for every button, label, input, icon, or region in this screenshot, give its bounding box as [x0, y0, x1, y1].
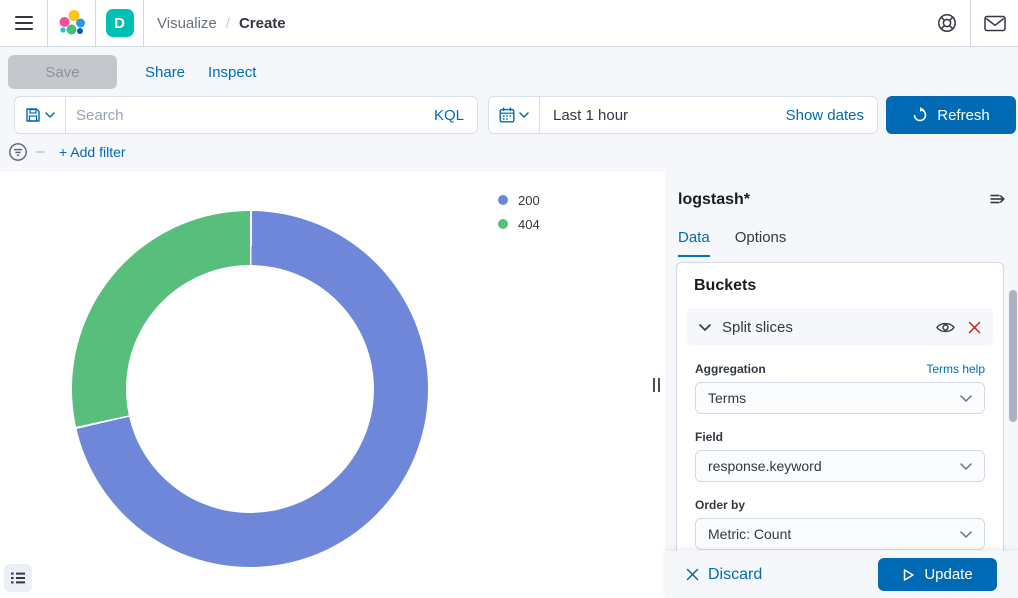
split-slices-accordion[interactable]: Split slices — [687, 308, 993, 346]
legend-toggle-button[interactable] — [4, 564, 32, 592]
editor-footer: Discard Update — [665, 551, 1018, 598]
header-divider — [143, 0, 144, 46]
help-icon — [937, 14, 956, 32]
inspect-button[interactable]: Inspect — [208, 63, 257, 81]
space-badge: D — [105, 9, 134, 37]
calendar-icon — [499, 107, 515, 123]
aggregation-value: Terms — [708, 390, 747, 406]
elastic-home-button[interactable] — [48, 0, 95, 46]
query-bar: KQL Last 1 hour Show dates — [14, 96, 1016, 134]
chart-legend: 200 404 — [498, 188, 540, 236]
toolbar: Save Share Inspect — [8, 55, 256, 89]
panel-scrollbar-thumb[interactable] — [1009, 290, 1017, 422]
aggregation-label: Aggregation — [695, 362, 766, 376]
menu-icon — [14, 16, 33, 30]
search-input[interactable] — [66, 106, 434, 124]
donut-hole — [126, 265, 374, 513]
tab-data[interactable]: Data — [678, 229, 710, 257]
collapse-panel-button[interactable] — [989, 192, 1007, 206]
refresh-label: Refresh — [937, 106, 990, 124]
sub-header: Save Share Inspect KQL — [0, 47, 1018, 172]
time-picker-group: Last 1 hour Show dates — [488, 96, 878, 134]
time-range-display[interactable]: Last 1 hour — [553, 106, 629, 124]
order-by-select[interactable]: Metric: Count — [695, 518, 985, 550]
update-button[interactable]: Update — [878, 558, 997, 591]
field-value: response.keyword — [708, 458, 822, 474]
help-button[interactable] — [923, 0, 970, 46]
elastic-logo — [59, 10, 85, 35]
breadcrumb-visualize[interactable]: Visualize — [157, 14, 217, 32]
mail-icon — [983, 15, 1006, 31]
save-query-icon — [26, 108, 40, 122]
search-bar-group: KQL — [14, 96, 478, 134]
update-label: Update — [924, 566, 973, 583]
order-by-value: Metric: Count — [708, 526, 792, 542]
aggregation-select[interactable]: Terms — [695, 382, 985, 414]
refresh-icon — [913, 107, 927, 122]
field-field-group: Field response.keyword — [695, 430, 985, 482]
top-header: D Visualize / Create — [0, 0, 1018, 47]
legend-item-200[interactable]: 200 — [498, 188, 540, 212]
editor-side-panel: logstash* Data Options Buckets Split sli… — [665, 172, 1018, 598]
chevron-down-icon — [699, 323, 711, 331]
discard-button[interactable]: Discard — [686, 566, 762, 584]
remove-bucket-icon[interactable] — [968, 321, 981, 334]
cross-icon — [686, 568, 699, 581]
terms-help-link[interactable]: Terms help — [926, 362, 985, 376]
panel-gutter — [650, 172, 665, 598]
breadcrumb-create: Create — [238, 14, 286, 32]
refresh-button[interactable]: Refresh — [886, 96, 1016, 134]
aggregation-field-group: Aggregation Terms help Terms — [695, 362, 985, 414]
filter-bar: + Add filter — [8, 142, 126, 162]
chevron-down-icon — [960, 462, 972, 470]
header-spacer — [286, 0, 923, 46]
panel-resizer-handle[interactable] — [653, 378, 660, 392]
filter-icon[interactable] — [8, 142, 28, 162]
legend-swatch — [498, 195, 508, 205]
buckets-title: Buckets — [694, 277, 757, 294]
donut-chart[interactable] — [72, 211, 428, 567]
visualization-pane: 200 404 — [0, 172, 650, 598]
legend-item-404[interactable]: 404 — [498, 212, 540, 236]
field-label: Field — [695, 430, 724, 444]
order-by-field-group: Order by Metric: Count — [695, 498, 985, 550]
discard-label: Discard — [708, 565, 763, 583]
header-divider — [47, 0, 48, 46]
legend-swatch — [498, 219, 508, 229]
save-button[interactable]: Save — [8, 55, 117, 89]
play-icon — [904, 568, 915, 581]
query-language-button[interactable]: KQL — [433, 106, 464, 124]
saved-query-menu-button[interactable] — [15, 97, 66, 133]
menu-button[interactable] — [0, 0, 47, 46]
eye-icon[interactable] — [936, 321, 955, 334]
show-dates-button[interactable]: Show dates — [785, 106, 864, 124]
header-divider — [970, 0, 971, 46]
breadcrumb: Visualize / Create — [144, 0, 286, 46]
chevron-down-icon — [960, 530, 972, 538]
order-by-label: Order by — [695, 498, 746, 512]
newsfeed-button[interactable] — [971, 0, 1018, 46]
field-select[interactable]: response.keyword — [695, 450, 985, 482]
breadcrumb-separator: / — [225, 14, 230, 32]
editor-tabs: Data Options — [678, 229, 786, 257]
content-area: 200 404 logstash* — [0, 172, 1018, 598]
list-icon — [11, 572, 25, 584]
split-slices-label: Split slices — [722, 318, 793, 336]
chevron-down-icon — [519, 112, 529, 118]
index-pattern-title: logstash* — [678, 191, 751, 208]
tab-options[interactable]: Options — [734, 229, 787, 246]
buckets-card: Buckets Split slices — [676, 262, 1004, 551]
header-divider — [95, 0, 96, 46]
add-filter-button[interactable]: + Add filter — [59, 144, 126, 160]
legend-label: 404 — [518, 216, 540, 232]
legend-label: 200 — [518, 192, 540, 208]
date-picker-menu-button[interactable] — [489, 97, 540, 133]
filter-divider — [36, 151, 45, 153]
space-switcher-button[interactable]: D — [96, 0, 143, 46]
share-button[interactable]: Share — [145, 63, 186, 81]
chevron-down-icon — [960, 394, 972, 402]
chevron-down-icon — [45, 112, 55, 118]
menu-right-icon — [990, 194, 1005, 204]
